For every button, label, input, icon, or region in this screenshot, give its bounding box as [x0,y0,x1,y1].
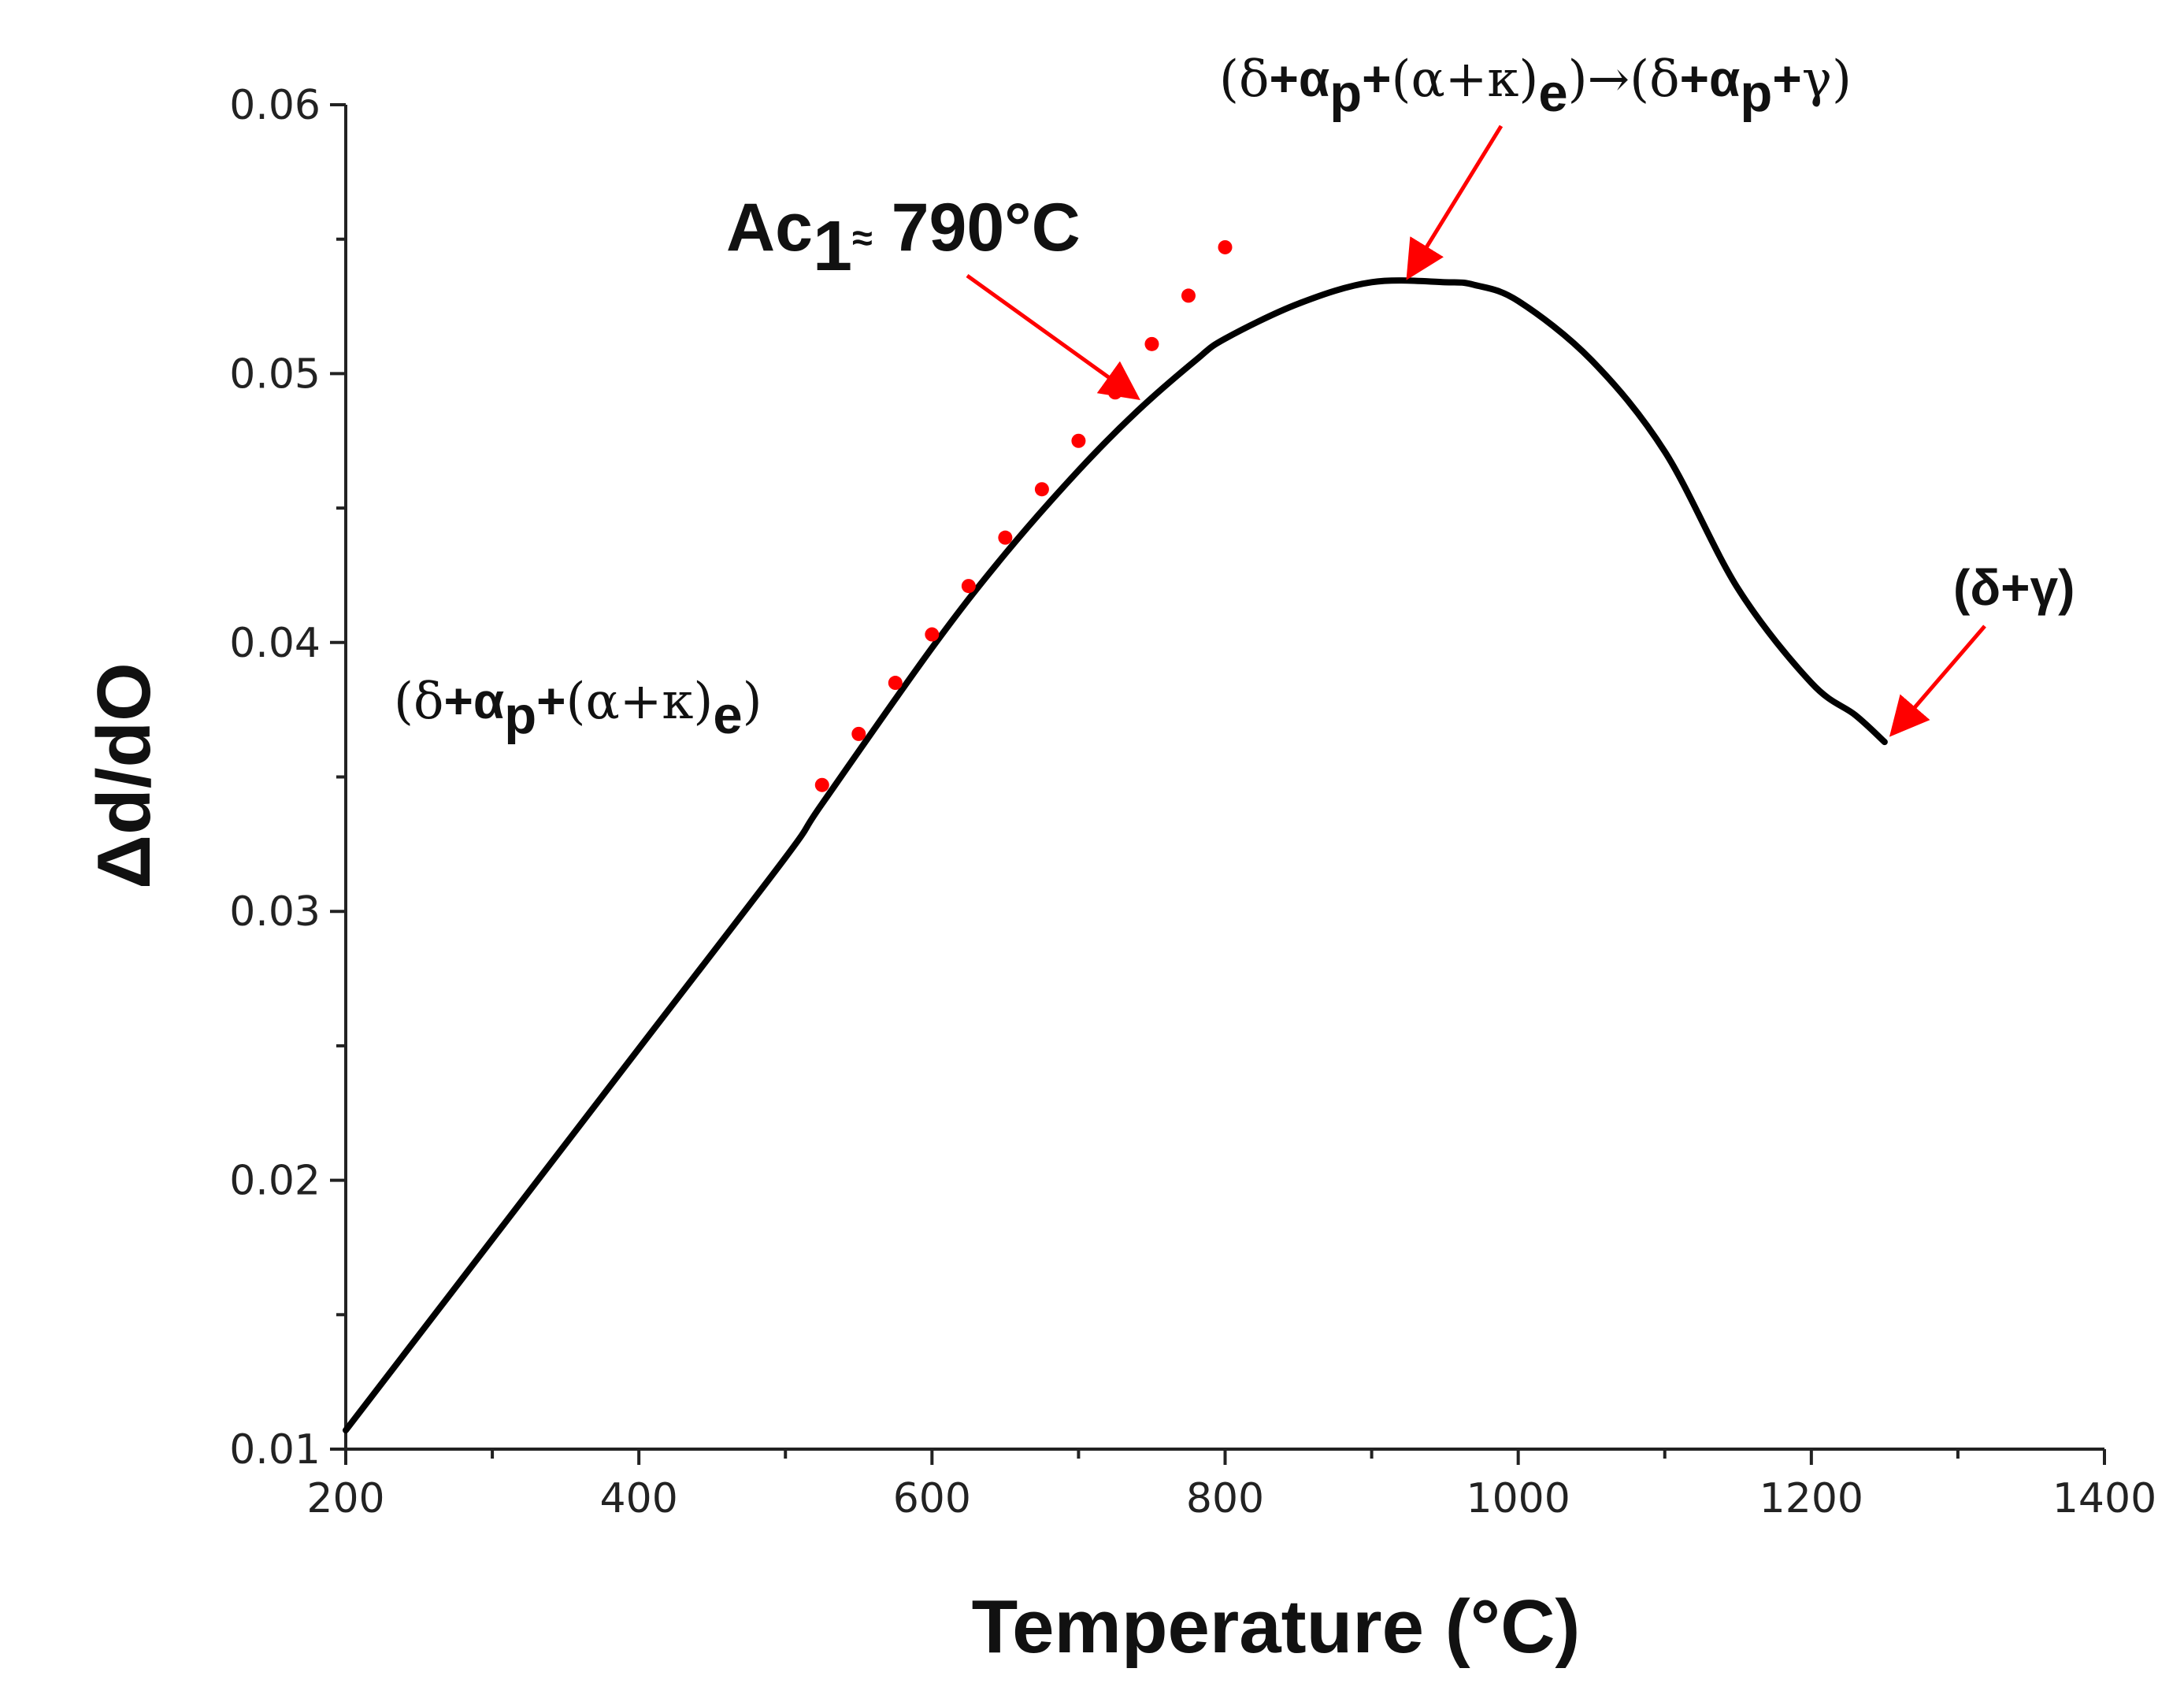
x-tick-label: 200 [306,1475,384,1522]
y-tick-label: 0.06 [229,82,321,129]
extrapolation-dot [961,579,976,594]
x-tick-label: 1200 [1759,1475,1863,1522]
arrow-high-temp [1889,625,1986,737]
y-tick-label: 0.03 [229,888,321,936]
y-tick-label: 0.01 [229,1426,321,1474]
arrow-ac1 [966,273,1140,401]
annotation-high-temp-phases: (δ+γ) [1953,559,2075,616]
y-tick-label: 0.05 [229,350,321,398]
annotation-transition-phases: (δ+αp+(α+κ)e)→(δ+αp+γ) [1219,50,1852,123]
axis-ticks [330,103,2106,1465]
series-line-dilatometric-curve [343,277,1888,1434]
y-axis-title: Δd/dO [82,662,166,889]
extrapolation-dot [1181,288,1196,303]
x-tick-label: 600 [893,1475,971,1522]
extrapolation-dot [998,530,1013,545]
extrapolation-dot [1071,433,1086,448]
extrapolation-dot [888,676,903,691]
x-tick-label: 1000 [1466,1475,1570,1522]
series-dotted-extrapolation [814,239,1233,792]
x-tick-label: 400 [600,1475,678,1522]
annotation-ac1: Ac1≈ 790°C [726,190,1081,286]
annotation-low-temp-phases: (δ+αp+(α+κ)e) [394,673,762,745]
extrapolation-dot [1218,239,1233,254]
arrow-transition [1406,124,1504,280]
extrapolation-dot [814,777,829,792]
axis-tick-labels: 200 400 600 800 1000 1200 1400 0.01 0.02 0.03 0.04… [229,82,2156,1522]
extrapolation-dot [1144,336,1159,351]
y-tick-label: 0.04 [229,620,321,667]
extrapolation-dot [851,726,866,741]
x-axis-title: Temperature (°C) [972,1585,1581,1669]
extrapolation-dot [925,627,940,642]
extrapolation-dot [1034,482,1049,497]
x-tick-label: 800 [1186,1475,1264,1522]
y-tick-label: 0.02 [229,1158,321,1205]
x-tick-label: 1400 [2052,1475,2156,1522]
